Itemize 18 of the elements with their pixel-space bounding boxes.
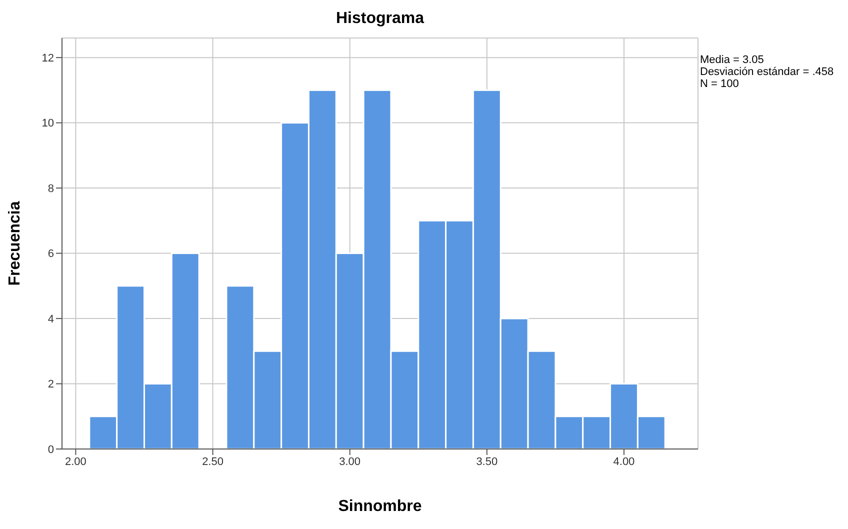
y-tick-label: 6 bbox=[48, 248, 54, 260]
x-tick-label: 3.00 bbox=[339, 456, 361, 468]
x-tick-label: 3.50 bbox=[476, 456, 498, 468]
text: Media = 3.05 bbox=[700, 54, 765, 66]
x-tick-label: 4.00 bbox=[613, 456, 635, 468]
text: N = 100 bbox=[700, 78, 740, 90]
y-tick-label: 8 bbox=[48, 182, 54, 195]
y-axis-title: Frecuencia bbox=[6, 201, 24, 286]
chart-title: Histograma bbox=[334, 10, 426, 28]
y-tick-label: 2 bbox=[48, 378, 54, 391]
x-tick-label: 2.50 bbox=[202, 456, 224, 468]
y-tick-label: 10 bbox=[42, 118, 54, 130]
text: Desviación estándar = .458 bbox=[700, 66, 834, 78]
x-tick-label: 2.00 bbox=[64, 456, 86, 468]
y-tick-label: 0 bbox=[48, 444, 54, 456]
y-tick-label: 12 bbox=[42, 52, 54, 64]
y-tick-label: 4 bbox=[48, 313, 54, 326]
x-axis-title: Sinnombre bbox=[338, 498, 422, 515]
